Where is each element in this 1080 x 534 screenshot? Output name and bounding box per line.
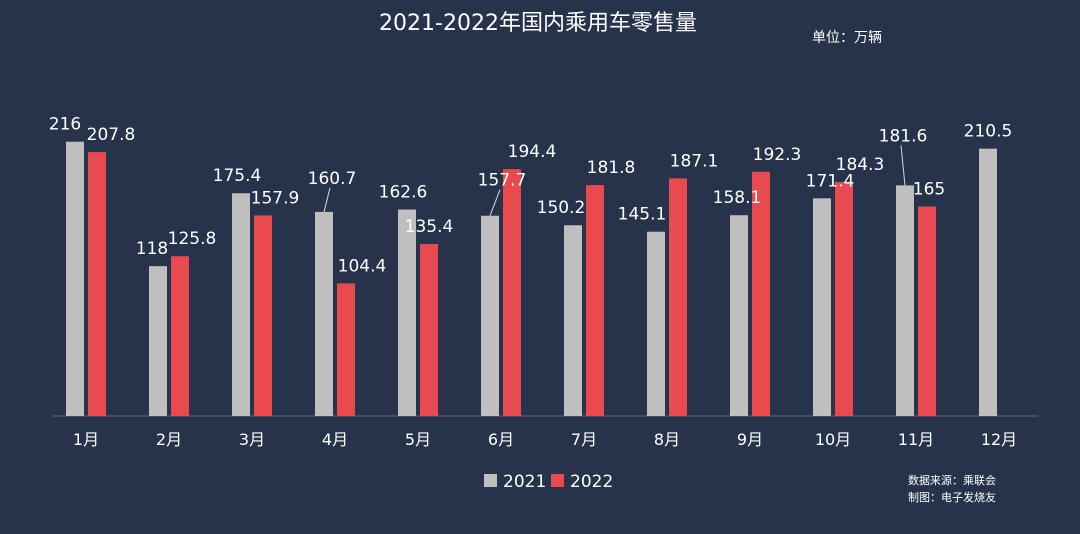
data-label-2022-7: 181.8 <box>587 158 636 178</box>
data-label-2021-2: 118 <box>136 239 168 259</box>
x-tick-label: 9月 <box>737 430 763 449</box>
data-label-2021-4: 160.7 <box>308 169 357 189</box>
leader-line-2021-4 <box>323 187 331 213</box>
bar-2022-11 <box>918 206 936 416</box>
x-tick-label: 1月 <box>73 430 99 449</box>
leader-line-2021-6 <box>489 189 501 216</box>
data-label-2021-9: 158.1 <box>713 188 762 208</box>
data-label-2022-5: 135.4 <box>405 217 454 237</box>
legend-label-2021: 2021 <box>503 472 546 492</box>
source-note: 数据来源：乘联会 <box>908 473 996 487</box>
chart-title: 2021-2022年国内乘用车零售量 <box>379 11 697 36</box>
bar-2021-12 <box>979 148 997 417</box>
legend-swatch-2022 <box>551 474 564 487</box>
bar-2022-2 <box>171 256 189 416</box>
x-tick-label: 7月 <box>571 430 597 449</box>
legend-swatch-2021 <box>484 474 497 487</box>
legend-label-2022: 2022 <box>570 472 613 492</box>
bar-2021-10 <box>813 198 831 416</box>
data-label-2021-6: 157.7 <box>478 171 527 191</box>
bar-2022-9 <box>752 171 770 416</box>
bar-2021-9 <box>730 215 748 416</box>
data-label-2021-12: 210.5 <box>964 122 1013 142</box>
bar-2021-8 <box>647 231 665 416</box>
data-label-2022-6: 194.4 <box>508 142 557 162</box>
bar-2022-5 <box>420 244 438 416</box>
bar-2021-2 <box>149 266 167 416</box>
data-label-2021-8: 145.1 <box>618 205 667 225</box>
data-label-2021-7: 150.2 <box>537 198 586 218</box>
x-tick-label: 3月 <box>239 430 265 449</box>
unit-label: 单位：万辆 <box>812 30 882 46</box>
x-tick-label: 4月 <box>322 430 348 449</box>
bar-2022-3 <box>254 215 272 416</box>
bars-group <box>66 141 997 417</box>
bar-2022-8 <box>669 178 687 416</box>
x-tick-label: 5月 <box>405 430 431 449</box>
x-tick-label: 2月 <box>156 430 182 449</box>
bar-2021-5 <box>398 209 416 416</box>
legend: 2021 2022 <box>484 472 613 492</box>
bar-2021-4 <box>315 211 333 416</box>
data-label-2022-8: 187.1 <box>670 151 719 171</box>
x-tick-label: 12月 <box>981 430 1017 449</box>
bar-2021-1 <box>66 141 84 416</box>
data-label-2022-3: 157.9 <box>251 188 300 208</box>
bar-2021-7 <box>564 225 582 416</box>
x-tick-label: 10月 <box>815 430 851 449</box>
bar-2021-11 <box>896 185 914 416</box>
x-tick-labels-group: 1月 2月 3月 4月 5月 6月 7月 8月 9月 10月 11月 12月 <box>73 430 1017 449</box>
data-label-2022-2: 125.8 <box>168 229 217 249</box>
data-label-2022-4: 104.4 <box>338 256 387 276</box>
data-label-2021-5: 162.6 <box>379 182 428 202</box>
leader-line-2021-11 <box>900 145 906 186</box>
x-tick-label: 6月 <box>488 430 514 449</box>
bar-2022-10 <box>835 181 853 416</box>
data-label-2022-10: 184.3 <box>836 155 885 175</box>
data-label-2021-1: 216 <box>49 115 81 135</box>
data-label-2021-11: 181.6 <box>879 126 928 146</box>
x-tick-label: 11月 <box>898 430 934 449</box>
credit-note: 制图：电子发烧友 <box>908 490 996 504</box>
data-label-2022-11: 165 <box>913 179 945 199</box>
data-label-2021-10: 171.4 <box>806 171 855 191</box>
data-label-2022-9: 192.3 <box>753 145 802 165</box>
bar-2022-1 <box>88 152 106 416</box>
bar-2022-6 <box>503 169 521 416</box>
x-tick-label: 8月 <box>654 430 680 449</box>
bar-2021-6 <box>481 215 499 416</box>
bar-2022-7 <box>586 185 604 416</box>
bar-2022-4 <box>337 283 355 416</box>
data-label-2022-1: 207.8 <box>87 125 136 145</box>
data-label-2021-3: 175.4 <box>213 166 262 186</box>
bar-2021-3 <box>232 193 250 416</box>
